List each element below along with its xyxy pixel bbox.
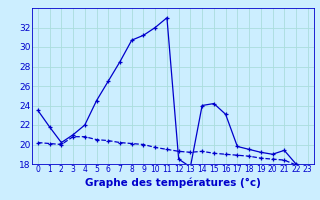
X-axis label: Graphe des températures (°c): Graphe des températures (°c) — [85, 177, 261, 188]
